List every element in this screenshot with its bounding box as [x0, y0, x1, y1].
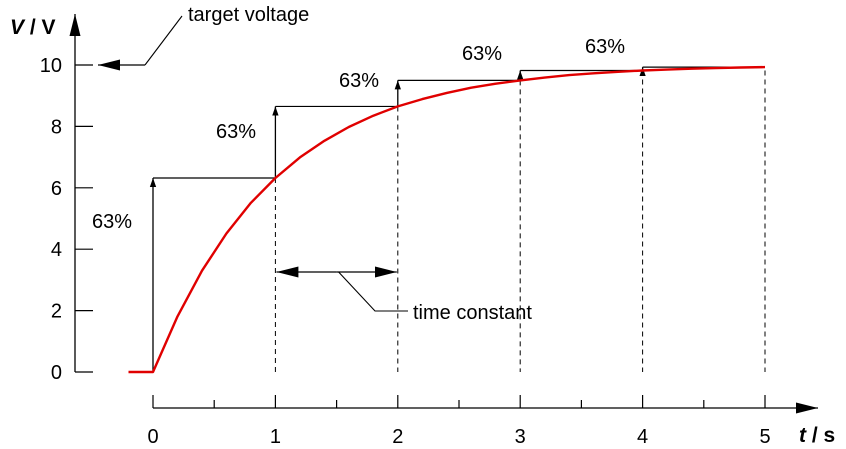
- y-tick-label-6: 6: [51, 178, 62, 200]
- axis-ticks: [75, 64, 766, 408]
- x-tick-label-0: 0: [147, 426, 158, 448]
- x-axis-title: t / s: [799, 424, 835, 447]
- y-tick-label-4: 4: [51, 239, 62, 261]
- step-label-3: 63%: [462, 43, 502, 65]
- target-voltage-label: target voltage: [188, 4, 309, 26]
- x-tick-label-2: 2: [392, 426, 403, 448]
- time-constant-leader: [338, 271, 408, 312]
- data-series: [128, 65, 766, 374]
- time-constant-label: time constant: [413, 302, 532, 324]
- target-voltage-leader: [144, 15, 183, 66]
- step-label-2: 63%: [339, 70, 379, 92]
- y-axis-title: V / V: [10, 16, 56, 39]
- x-tick-label-5: 5: [759, 426, 770, 448]
- y-tick-label-2: 2: [51, 301, 62, 323]
- x-tick-label-1: 1: [270, 426, 281, 448]
- x-tick-label-4: 4: [637, 426, 648, 448]
- step-label-0: 63%: [92, 211, 132, 233]
- guide-lines: [274, 70, 766, 372]
- step-annotations: [98, 15, 765, 372]
- series-line-0: [128, 65, 766, 374]
- y-tick-label-10: 10: [40, 55, 62, 77]
- x-tick-label-3: 3: [515, 426, 526, 448]
- step-label-1: 63%: [216, 121, 256, 143]
- chart-text: V / V t / s target voltage time constant…: [10, 4, 835, 448]
- axes: [69, 14, 818, 414]
- step-label-4: 63%: [585, 36, 625, 58]
- y-tick-label-8: 8: [51, 116, 62, 138]
- y-tick-label-0: 0: [51, 362, 62, 384]
